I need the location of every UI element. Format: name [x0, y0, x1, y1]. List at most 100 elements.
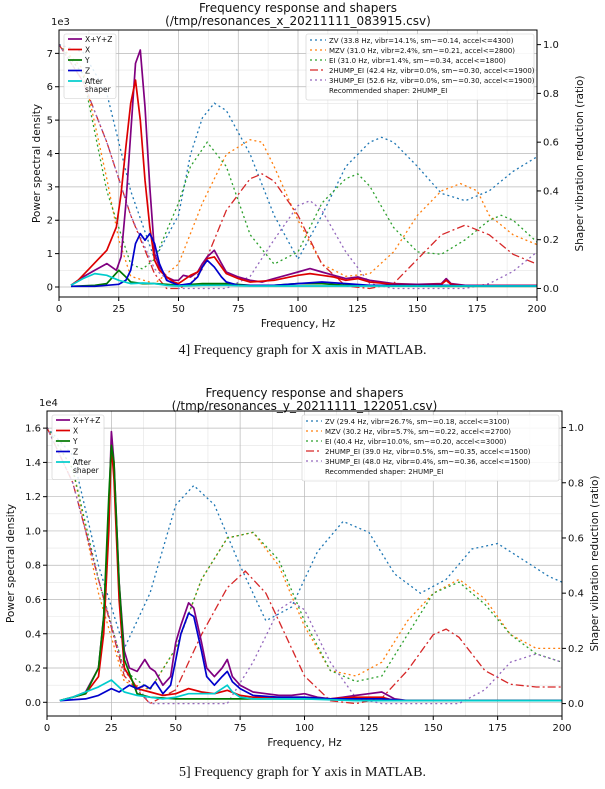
- legend-shapers-box: [305, 33, 535, 101]
- x-tick-label: 75: [234, 723, 247, 734]
- psd-line-5: [70, 272, 537, 287]
- x-tick-label: 125: [348, 304, 367, 315]
- figure-caption-x: 4] Frequency graph for X axis in MATLAB.: [178, 343, 427, 358]
- chart-subtitle: (/tmp/resonances_x_20211111_083915.csv): [165, 14, 431, 28]
- x-tick-label: 25: [105, 723, 118, 734]
- x-tick-label: 175: [468, 304, 487, 315]
- x-tick-label: 150: [424, 723, 443, 734]
- x-tick-label: 200: [552, 723, 571, 734]
- shaper-line-5: [47, 427, 562, 705]
- y-tick-label: 1.2: [25, 492, 41, 503]
- y-axis-label: Power spectral density: [31, 104, 43, 223]
- x-axis-label: Frequency, Hz: [267, 737, 342, 749]
- legend-shapers: ZV (29.4 Hz, vibr=26.7%, sm~=0.18, accel…: [301, 414, 560, 482]
- shaper-line-4: [47, 427, 562, 705]
- x-tick-label: 0: [44, 723, 50, 734]
- y-tick-label: 1.6: [25, 424, 41, 435]
- x-tick-label: 50: [172, 304, 185, 315]
- y-tick-label: 7: [47, 49, 53, 60]
- legend-psd-label: Y: [72, 437, 78, 446]
- psd-line-2: [59, 444, 562, 702]
- chart-y-axis: Frequency response and shapers(/tmp/reso…: [5, 386, 601, 749]
- x-tick-label: 100: [295, 723, 314, 734]
- x-tick-label: 125: [359, 723, 378, 734]
- y-right-tick-label: 0.8: [543, 89, 559, 100]
- psd-line-4: [71, 232, 537, 288]
- y-tick-label: 3: [47, 182, 53, 193]
- shaper-line-5: [59, 44, 537, 290]
- y-tick-label: 0.2: [25, 664, 41, 675]
- y-exponent-label: 1e3: [51, 17, 70, 28]
- legend-psd-label: After: [85, 77, 104, 86]
- legend-psd-label: X+Y+Z: [85, 35, 112, 44]
- legend-psd-label: shaper: [85, 85, 112, 94]
- y-tick-label: 5: [47, 116, 53, 127]
- legend-psd-label: X: [85, 46, 90, 55]
- psd-line-3: [59, 444, 562, 702]
- y-tick-label: 1.0: [25, 526, 41, 537]
- figure-caption-y: 5] Frequency graph for Y axis in MATLAB.: [178, 765, 427, 780]
- y-tick-label: 6: [47, 82, 53, 93]
- y-right-tick-label: 0.4: [543, 186, 559, 197]
- x-tick-label: 50: [169, 723, 182, 734]
- legend-shapers-box: [301, 414, 560, 482]
- legend-shaper-label: 2HUMP_EI (39.0 Hz, vibr=0.5%, sm~=0.35, …: [325, 448, 531, 456]
- y-right-tick-label: 0.6: [543, 138, 559, 149]
- x-axis-label: Frequency, Hz: [261, 318, 336, 330]
- chart-title: Frequency response and shapers: [206, 386, 404, 400]
- legend-shaper-label: 2HUMP_EI (42.4 Hz, vibr=0.0%, sm~=0.30, …: [329, 67, 535, 75]
- legend-shaper-label: 3HUMP_EI (52.6 Hz, vibr=0.0%, sm~=0.30, …: [329, 77, 535, 85]
- legend-shaper-label: ZV (29.4 Hz, vibr=26.7%, sm~=0.18, accel…: [325, 418, 510, 426]
- y-right-tick-label: 0.2: [568, 644, 584, 655]
- y-right-tick-label: 0.0: [543, 284, 559, 295]
- shaper-line-4: [59, 44, 537, 290]
- y-tick-label: 1: [47, 249, 53, 260]
- y-tick-label: 4: [47, 149, 53, 160]
- chart-subtitle: (/tmp/resonances_y_20211111_122051.csv): [172, 399, 438, 413]
- y-right-tick-label: 0.2: [543, 235, 559, 246]
- y-axis-label: Power spectral density: [5, 504, 17, 623]
- legend-psd-label: After: [73, 458, 92, 467]
- recommended-shaper-text: Recommended shaper: 2HUMP_EI: [329, 87, 447, 95]
- y-tick-label: 0.6: [25, 595, 41, 606]
- y-right-tick-label: 0.0: [568, 699, 584, 710]
- psd-line-4: [59, 612, 562, 702]
- shaper-series-group: [59, 43, 537, 290]
- y-right-tick-label: 0.8: [568, 478, 584, 489]
- chart-x-axis: Frequency response and shapers(/tmp/reso…: [31, 1, 586, 330]
- shaper-line-2: [59, 44, 537, 285]
- x-tick-label: 175: [488, 723, 507, 734]
- x-tick-label: 200: [527, 304, 546, 315]
- y-right-tick-label: 1.0: [568, 423, 584, 434]
- legend-psd-label: X: [73, 427, 78, 436]
- legend-shaper-label: EI (31.0 Hz, vibr=1.4%, sm~=0.34, accel<…: [329, 57, 506, 65]
- psd-line-2: [70, 79, 537, 287]
- y-right-axis-label: Shaper vibration reduction (ratio): [589, 475, 601, 651]
- y-tick-label: 0.8: [25, 561, 41, 572]
- y-exponent-label: 1e4: [39, 398, 58, 409]
- legend-shaper-label: MZV (31.0 Hz, vibr=2.4%, sm~=0.21, accel…: [329, 47, 515, 55]
- x-tick-label: 75: [232, 304, 245, 315]
- psd-series-group: [59, 430, 562, 702]
- legend-shapers: ZV (33.8 Hz, vibr=14.1%, sm~=0.14, accel…: [305, 33, 535, 101]
- legend-shaper-label: ZV (33.8 Hz, vibr=14.1%, sm~=0.14, accel…: [329, 37, 514, 45]
- y-tick-label: 0.4: [25, 629, 41, 640]
- shaper-line-3: [47, 427, 562, 691]
- chart-x-axis-panel: Frequency response and shapers (/tmp/reso…: [0, 0, 605, 332]
- y-right-tick-label: 0.4: [568, 589, 584, 600]
- chart-y-axis-panel: Frequency response and shapers (/tmp/reso…: [0, 384, 605, 754]
- legend-psd-label: X+Y+Z: [73, 416, 100, 425]
- y-right-axis-label: Shaper vibration reduction (ratio): [574, 75, 586, 251]
- psd-series-group: [70, 49, 537, 288]
- legend-shaper-label: EI (40.4 Hz, vibr=10.0%, sm~=0.20, accel…: [325, 438, 507, 446]
- legend-psd-label: shaper: [73, 466, 100, 475]
- legend-shaper-label: 3HUMP_EI (48.0 Hz, vibr=0.4%, sm~=0.36, …: [325, 458, 531, 466]
- y-tick-label: 2: [47, 216, 53, 227]
- x-tick-label: 0: [56, 304, 62, 315]
- legend-psd-label: Z: [85, 67, 90, 76]
- y-tick-label: 0.0: [25, 698, 41, 709]
- y-right-tick-label: 0.6: [568, 533, 584, 544]
- legend-psd-label: Z: [73, 448, 78, 457]
- legend-shaper-label: MZV (30.2 Hz, vibr=5.7%, sm~=0.22, accel…: [325, 428, 511, 436]
